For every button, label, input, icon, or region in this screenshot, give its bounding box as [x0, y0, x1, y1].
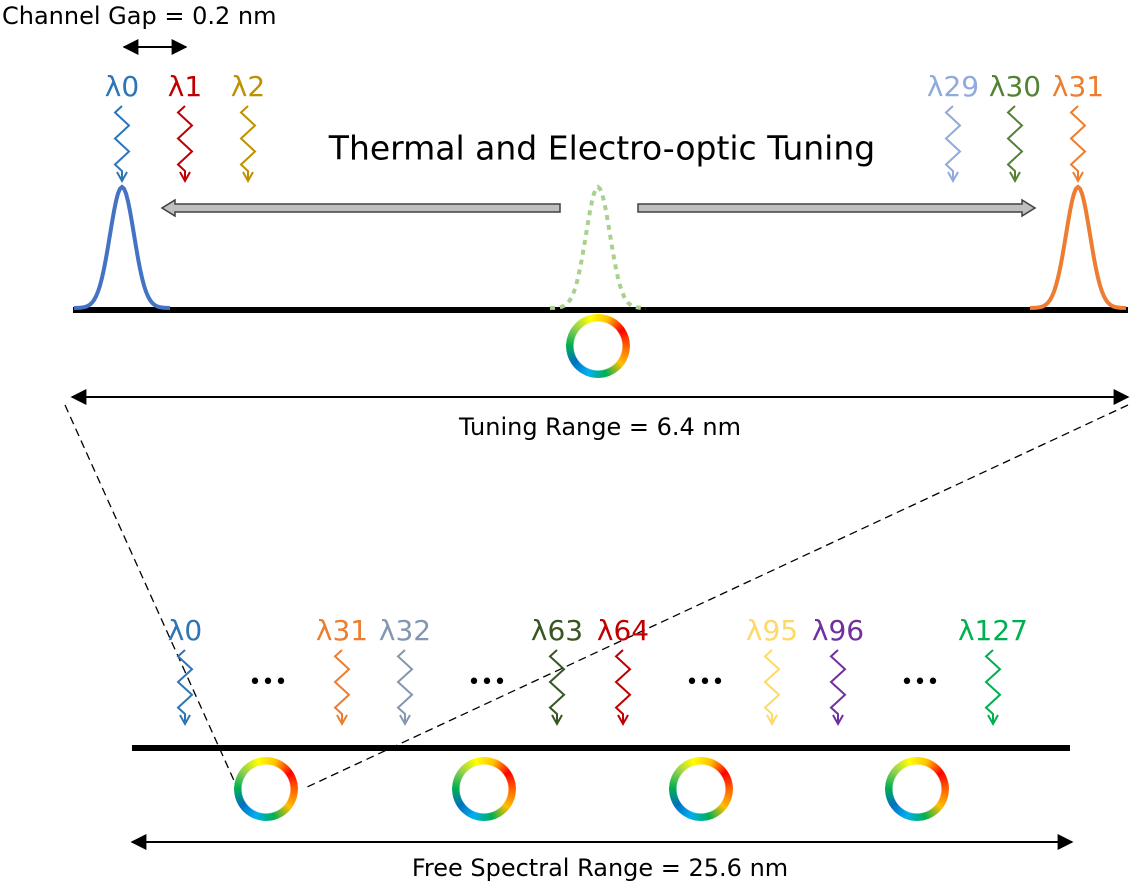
photon-arrow — [176, 105, 194, 181]
wavelength-label: λ31 — [1052, 70, 1104, 103]
photon-arrow — [984, 649, 1002, 724]
arrow-head — [242, 171, 254, 184]
tuning-title: Thermal and Electro-optic Tuning — [328, 129, 875, 168]
fsr-label: Free Spectral Range = 25.6 nm — [412, 854, 788, 882]
zoom-line — [64, 404, 237, 786]
ring-resonator — [566, 314, 630, 378]
resonance-peaks — [73, 184, 1127, 310]
resonance-peak — [73, 184, 171, 310]
arrow-head — [617, 714, 629, 727]
tuning-arrow-right — [637, 198, 1037, 218]
ring-resonator — [669, 757, 733, 821]
wavelength-label: λ1 — [168, 70, 202, 103]
photon-arrow — [239, 105, 257, 181]
wavelength-label: λ2 — [231, 70, 265, 103]
wavelength-label: λ63 — [531, 614, 583, 647]
arrow-head — [336, 714, 348, 727]
ellipsis: ••• — [468, 670, 507, 695]
ellipsis: ••• — [901, 670, 940, 695]
channel-gap-label: Channel Gap = 0.2 nm — [2, 2, 276, 30]
photon-arrow — [548, 649, 566, 724]
arrow-head — [832, 714, 844, 727]
arrow-head — [116, 171, 128, 184]
wavelength-label: λ31 — [316, 614, 368, 647]
photon-arrow — [944, 105, 962, 181]
photon-arrow — [1006, 105, 1024, 181]
arrow-head — [1072, 171, 1084, 184]
arrow-head — [947, 171, 959, 184]
arrow-head — [766, 714, 778, 727]
photon-arrow — [333, 649, 351, 724]
ring-resonator — [452, 757, 516, 821]
tuning-range-label: Tuning Range = 6.4 nm — [458, 413, 741, 441]
wavelength-label: λ29 — [927, 70, 979, 103]
wavelength-label: λ0 — [168, 614, 202, 647]
tuning-arrow-left — [160, 198, 561, 218]
photon-arrow — [113, 105, 131, 181]
resonance-peak — [1029, 184, 1127, 310]
ellipsis: ••• — [686, 670, 725, 695]
ring-resonator — [885, 757, 949, 821]
photon-arrow — [829, 649, 847, 724]
arrow-head — [179, 171, 191, 184]
ring-resonator — [234, 757, 298, 821]
arrow-head — [399, 714, 411, 727]
wavelength-label: λ95 — [746, 614, 798, 647]
arrow-head — [987, 714, 999, 727]
photon-arrow — [763, 649, 781, 724]
photon-arrow — [176, 649, 194, 724]
arrow-head — [1009, 171, 1021, 184]
arrow-head — [551, 714, 563, 727]
ellipsis: ••• — [249, 670, 288, 695]
wavelength-label: λ64 — [597, 614, 649, 647]
wavelength-label: λ127 — [958, 614, 1028, 647]
wavelength-label: λ30 — [989, 70, 1041, 103]
resonance-peak — [549, 184, 647, 310]
wavelength-label: λ32 — [379, 614, 431, 647]
wavelength-label: λ96 — [812, 614, 864, 647]
photon-arrow — [396, 649, 414, 724]
zoom-line — [304, 404, 1129, 789]
photon-arrow — [614, 649, 632, 724]
arrow-head — [179, 714, 191, 727]
wavelength-label: λ0 — [105, 70, 139, 103]
photon-arrow — [1069, 105, 1087, 181]
